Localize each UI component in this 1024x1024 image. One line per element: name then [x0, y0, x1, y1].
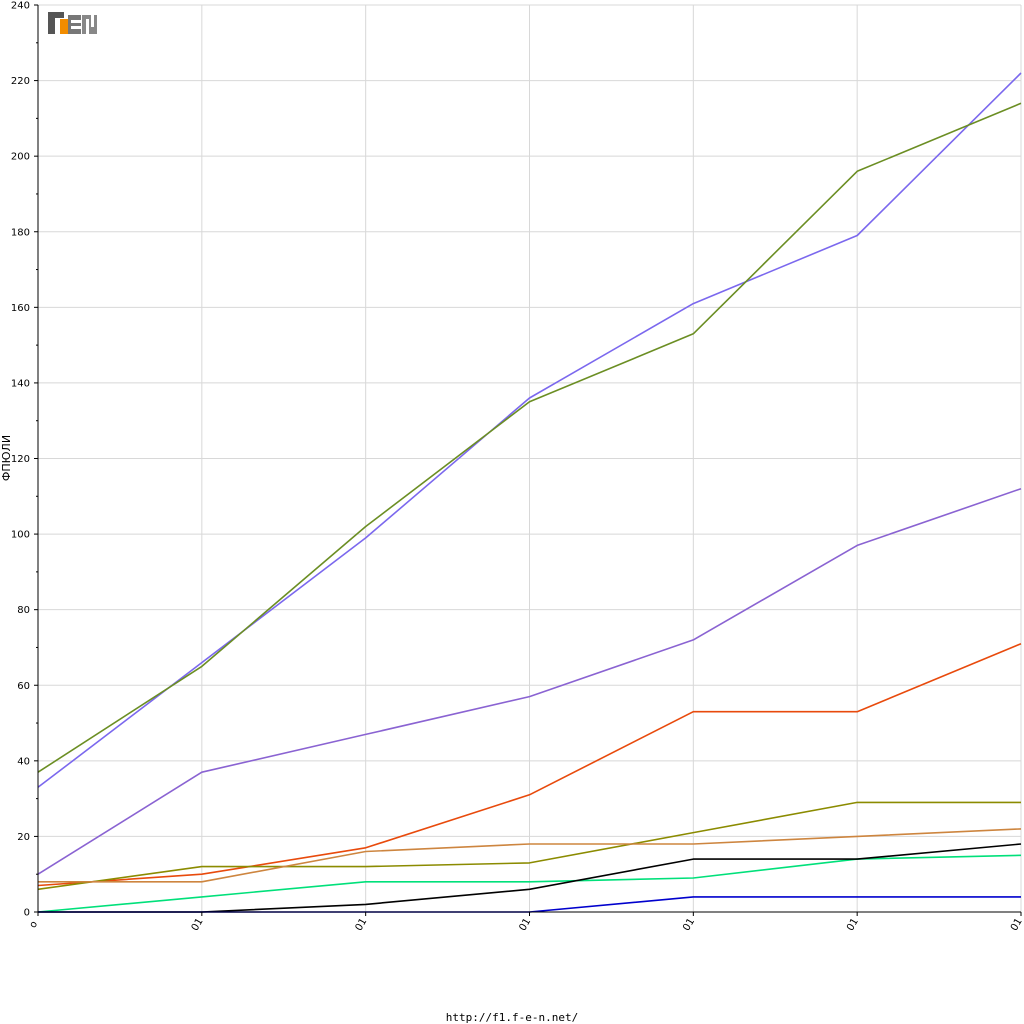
x-tick-label: o — [28, 919, 41, 930]
series-lines — [37, 72, 1022, 913]
logo-n — [82, 15, 97, 34]
series-line-3 — [37, 487, 1022, 875]
y-tick-label: 60 — [17, 681, 30, 692]
fen-logo — [48, 10, 98, 35]
y-tick-label: 160 — [11, 303, 30, 314]
y-tick-label: 240 — [11, 1, 30, 12]
logo-accent — [60, 19, 68, 34]
x-tick-label: 01 — [517, 916, 533, 933]
footer-url[interactable]: http://f1.f-e-n.net/ — [445, 1011, 579, 1024]
y-tick-label: 40 — [17, 756, 30, 767]
series-line-2 — [37, 102, 1022, 773]
x-tick-label: 01 — [845, 916, 861, 933]
axes — [34, 4, 1022, 916]
x-tick-label: 01 — [190, 916, 206, 933]
series-line-6 — [38, 828, 1022, 883]
x-tick-label: 01 — [681, 916, 697, 933]
y-tick-labels: 0 20 40 60 80 100 120 140 160 180 200 220 240 — [11, 1, 30, 919]
y-tick-label: 220 — [11, 76, 30, 87]
x-tick-labels: o 01 01 01 01 01 01 — [28, 916, 1024, 933]
series-line-1 — [37, 72, 1022, 788]
logo-f-bar — [48, 12, 55, 34]
y-axis-title: ФПЮЛИ — [0, 435, 13, 481]
series-line-4 — [37, 642, 1022, 887]
y-tick-label: 140 — [11, 378, 30, 389]
logo-e — [68, 15, 81, 34]
series-line-5 — [37, 801, 1021, 891]
x-tick-label: 01 — [354, 916, 370, 933]
grid-lines — [37, 4, 1022, 913]
y-tick-label: 200 — [11, 152, 30, 163]
y-tick-label: 20 — [17, 832, 30, 843]
x-tick-label: 01 — [1009, 916, 1024, 933]
y-tick-label: 80 — [17, 605, 30, 616]
y-tick-label: 0 — [24, 908, 30, 919]
y-tick-label: 100 — [11, 530, 30, 541]
y-tick-label: 180 — [11, 227, 30, 238]
logo-f-top — [48, 12, 64, 18]
y-tick-label: 120 — [11, 454, 30, 465]
